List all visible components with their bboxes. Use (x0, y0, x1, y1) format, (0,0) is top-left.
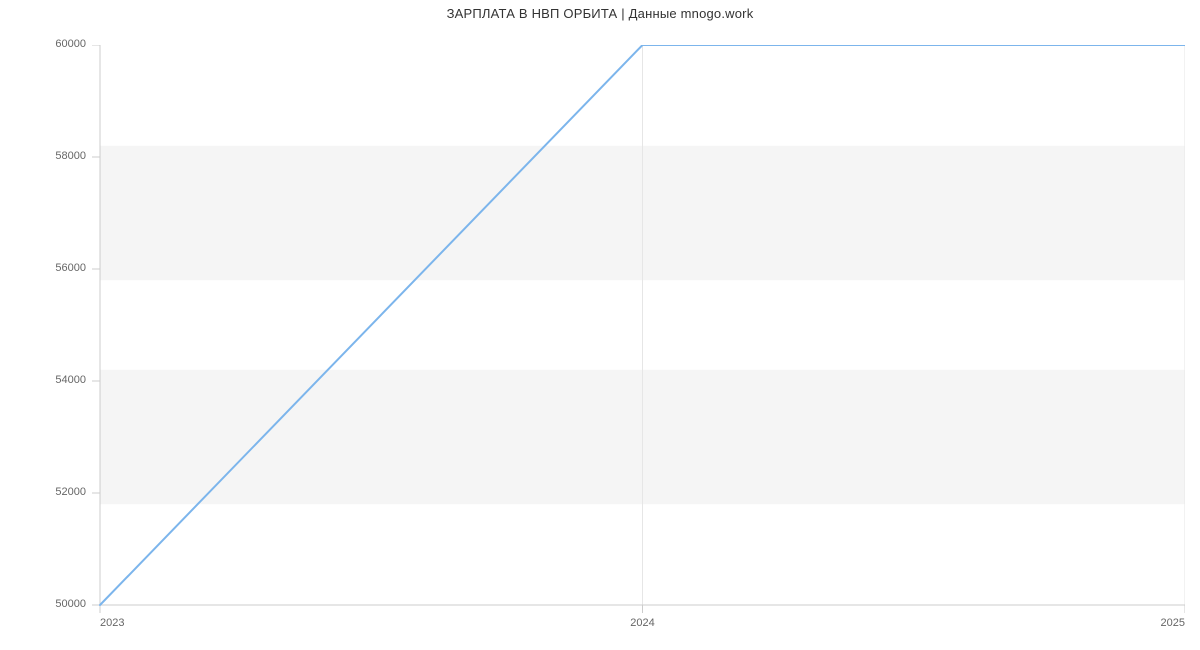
y-tick-label: 54000 (0, 374, 86, 386)
chart-container: ЗАРПЛАТА В НВП ОРБИТА | Данные mnogo.wor… (0, 0, 1200, 650)
chart-plot (92, 45, 1185, 625)
y-tick-label: 56000 (0, 262, 86, 274)
x-tick-label: 2024 (613, 617, 673, 629)
y-tick-label: 58000 (0, 150, 86, 162)
x-tick-label: 2025 (1125, 617, 1185, 629)
y-tick-label: 60000 (0, 38, 86, 50)
chart-title: ЗАРПЛАТА В НВП ОРБИТА | Данные mnogo.wor… (0, 6, 1200, 21)
x-tick-label: 2023 (100, 617, 160, 629)
y-tick-label: 50000 (0, 598, 86, 610)
y-tick-label: 52000 (0, 486, 86, 498)
